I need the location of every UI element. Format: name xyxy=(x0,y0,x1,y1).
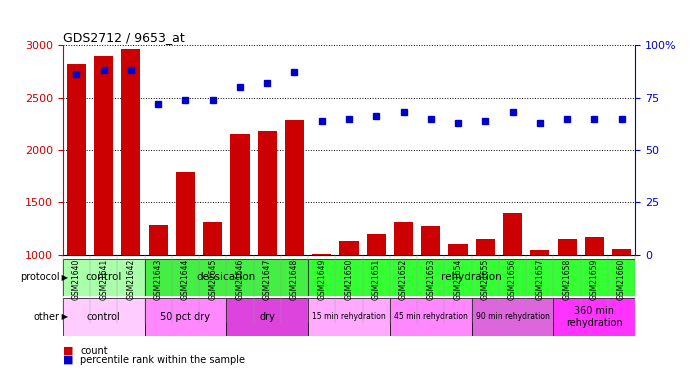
Bar xyxy=(203,222,222,255)
Bar xyxy=(390,298,472,336)
Text: GSM21656: GSM21656 xyxy=(508,259,517,300)
Bar xyxy=(176,172,195,255)
Text: GSM21640: GSM21640 xyxy=(72,259,81,300)
Text: ■: ■ xyxy=(63,346,73,355)
Bar xyxy=(285,120,304,255)
Text: ■: ■ xyxy=(63,355,73,365)
Bar xyxy=(366,234,386,255)
Text: GSM21642: GSM21642 xyxy=(126,259,135,300)
Text: GSM21644: GSM21644 xyxy=(181,259,190,300)
Bar xyxy=(449,244,468,255)
Text: 90 min rehydration: 90 min rehydration xyxy=(475,312,549,321)
Bar xyxy=(308,298,390,336)
Text: GSM21643: GSM21643 xyxy=(154,259,163,300)
Text: GSM21646: GSM21646 xyxy=(235,259,244,300)
Bar xyxy=(530,250,549,255)
Bar xyxy=(121,49,140,255)
Text: ▶: ▶ xyxy=(59,273,68,282)
Bar xyxy=(585,237,604,255)
Text: GSM21641: GSM21641 xyxy=(99,259,108,300)
Text: GSM21658: GSM21658 xyxy=(563,259,572,300)
Text: other: other xyxy=(34,312,59,322)
Text: GSM21652: GSM21652 xyxy=(399,259,408,300)
Bar xyxy=(144,298,226,336)
Text: GSM21655: GSM21655 xyxy=(481,259,490,300)
Text: GSM21645: GSM21645 xyxy=(208,259,217,300)
Bar xyxy=(230,134,249,255)
Text: GDS2712 / 9653_at: GDS2712 / 9653_at xyxy=(63,31,184,44)
Bar xyxy=(67,64,86,255)
Bar xyxy=(421,226,440,255)
Text: GSM21653: GSM21653 xyxy=(426,259,436,300)
Text: GSM21651: GSM21651 xyxy=(372,259,380,300)
Text: percentile rank within the sample: percentile rank within the sample xyxy=(80,355,245,365)
Bar xyxy=(612,249,631,255)
Bar xyxy=(554,298,635,336)
Text: GSM21654: GSM21654 xyxy=(454,259,463,300)
Bar xyxy=(149,225,168,255)
Text: rehydration: rehydration xyxy=(441,273,502,282)
Bar xyxy=(308,259,635,296)
Text: 50 pct dry: 50 pct dry xyxy=(161,312,211,322)
Bar xyxy=(339,242,359,255)
Bar xyxy=(503,213,522,255)
Bar xyxy=(63,298,144,336)
Bar xyxy=(312,254,332,255)
Text: GSM21659: GSM21659 xyxy=(590,259,599,300)
Bar xyxy=(144,259,308,296)
Bar xyxy=(226,298,308,336)
Bar xyxy=(394,222,413,255)
Text: GSM21660: GSM21660 xyxy=(617,259,626,300)
Text: ▶: ▶ xyxy=(59,312,68,321)
Text: 15 min rehydration: 15 min rehydration xyxy=(312,312,386,321)
Text: GSM21647: GSM21647 xyxy=(262,259,272,300)
Bar xyxy=(258,131,277,255)
Text: 360 min
rehydration: 360 min rehydration xyxy=(566,306,623,328)
Text: protocol: protocol xyxy=(20,273,59,282)
Bar xyxy=(476,239,495,255)
Text: 45 min rehydration: 45 min rehydration xyxy=(394,312,468,321)
Bar xyxy=(558,239,577,255)
Text: GSM21650: GSM21650 xyxy=(345,259,353,300)
Text: count: count xyxy=(80,346,108,355)
Text: GSM21649: GSM21649 xyxy=(318,259,326,300)
Text: GSM21657: GSM21657 xyxy=(535,259,544,300)
Bar xyxy=(472,298,554,336)
Text: control: control xyxy=(87,312,121,322)
Text: dry: dry xyxy=(259,312,275,322)
Text: control: control xyxy=(86,273,122,282)
Bar xyxy=(94,56,113,255)
Text: dessication: dessication xyxy=(197,273,256,282)
Bar xyxy=(63,259,144,296)
Text: GSM21648: GSM21648 xyxy=(290,259,299,300)
